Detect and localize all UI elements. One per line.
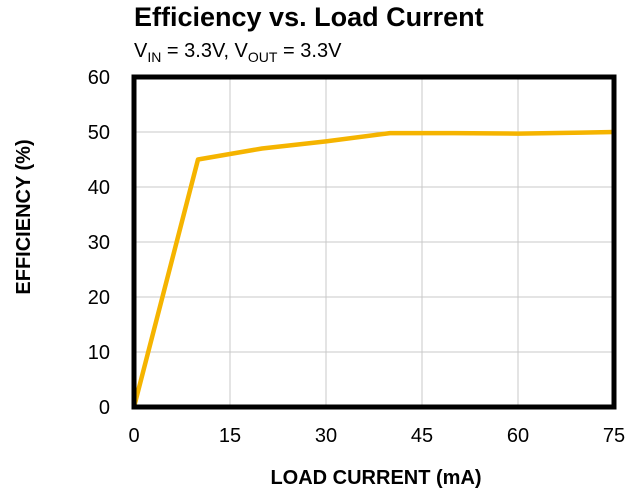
x-tick-label: 45: [411, 425, 433, 447]
y-tick-label: 30: [88, 232, 110, 254]
x-tick-label: 30: [315, 425, 337, 447]
x-tick-label: 15: [219, 425, 241, 447]
y-axis-label: EFFICIENCY (%): [13, 139, 35, 294]
x-tick-label: 60: [507, 425, 529, 447]
x-tick-labels: 0 15 30 45 60 75: [128, 425, 625, 447]
y-tick-labels: 0 10 20 30 40 50 60: [88, 67, 110, 419]
plot-frame: [131, 74, 617, 410]
y-tick-label: 10: [88, 342, 110, 364]
y-tick-label: 20: [88, 287, 110, 309]
chart-title: Efficiency vs. Load Current: [134, 2, 484, 32]
grid: [133, 76, 615, 408]
x-tick-label: 75: [603, 425, 625, 447]
x-axis-label: LOAD CURRENT (mA): [270, 467, 481, 489]
x-tick-label: 0: [128, 425, 139, 447]
y-tick-label: 0: [99, 397, 110, 419]
chart-subtitle: VIN = 3.3V, VOUT = 3.3V: [134, 40, 342, 65]
efficiency-series-line: [131, 129, 617, 410]
y-tick-label: 50: [88, 122, 110, 144]
y-tick-label: 40: [88, 177, 110, 199]
y-tick-label: 60: [88, 67, 110, 89]
series-layer: [131, 129, 617, 410]
